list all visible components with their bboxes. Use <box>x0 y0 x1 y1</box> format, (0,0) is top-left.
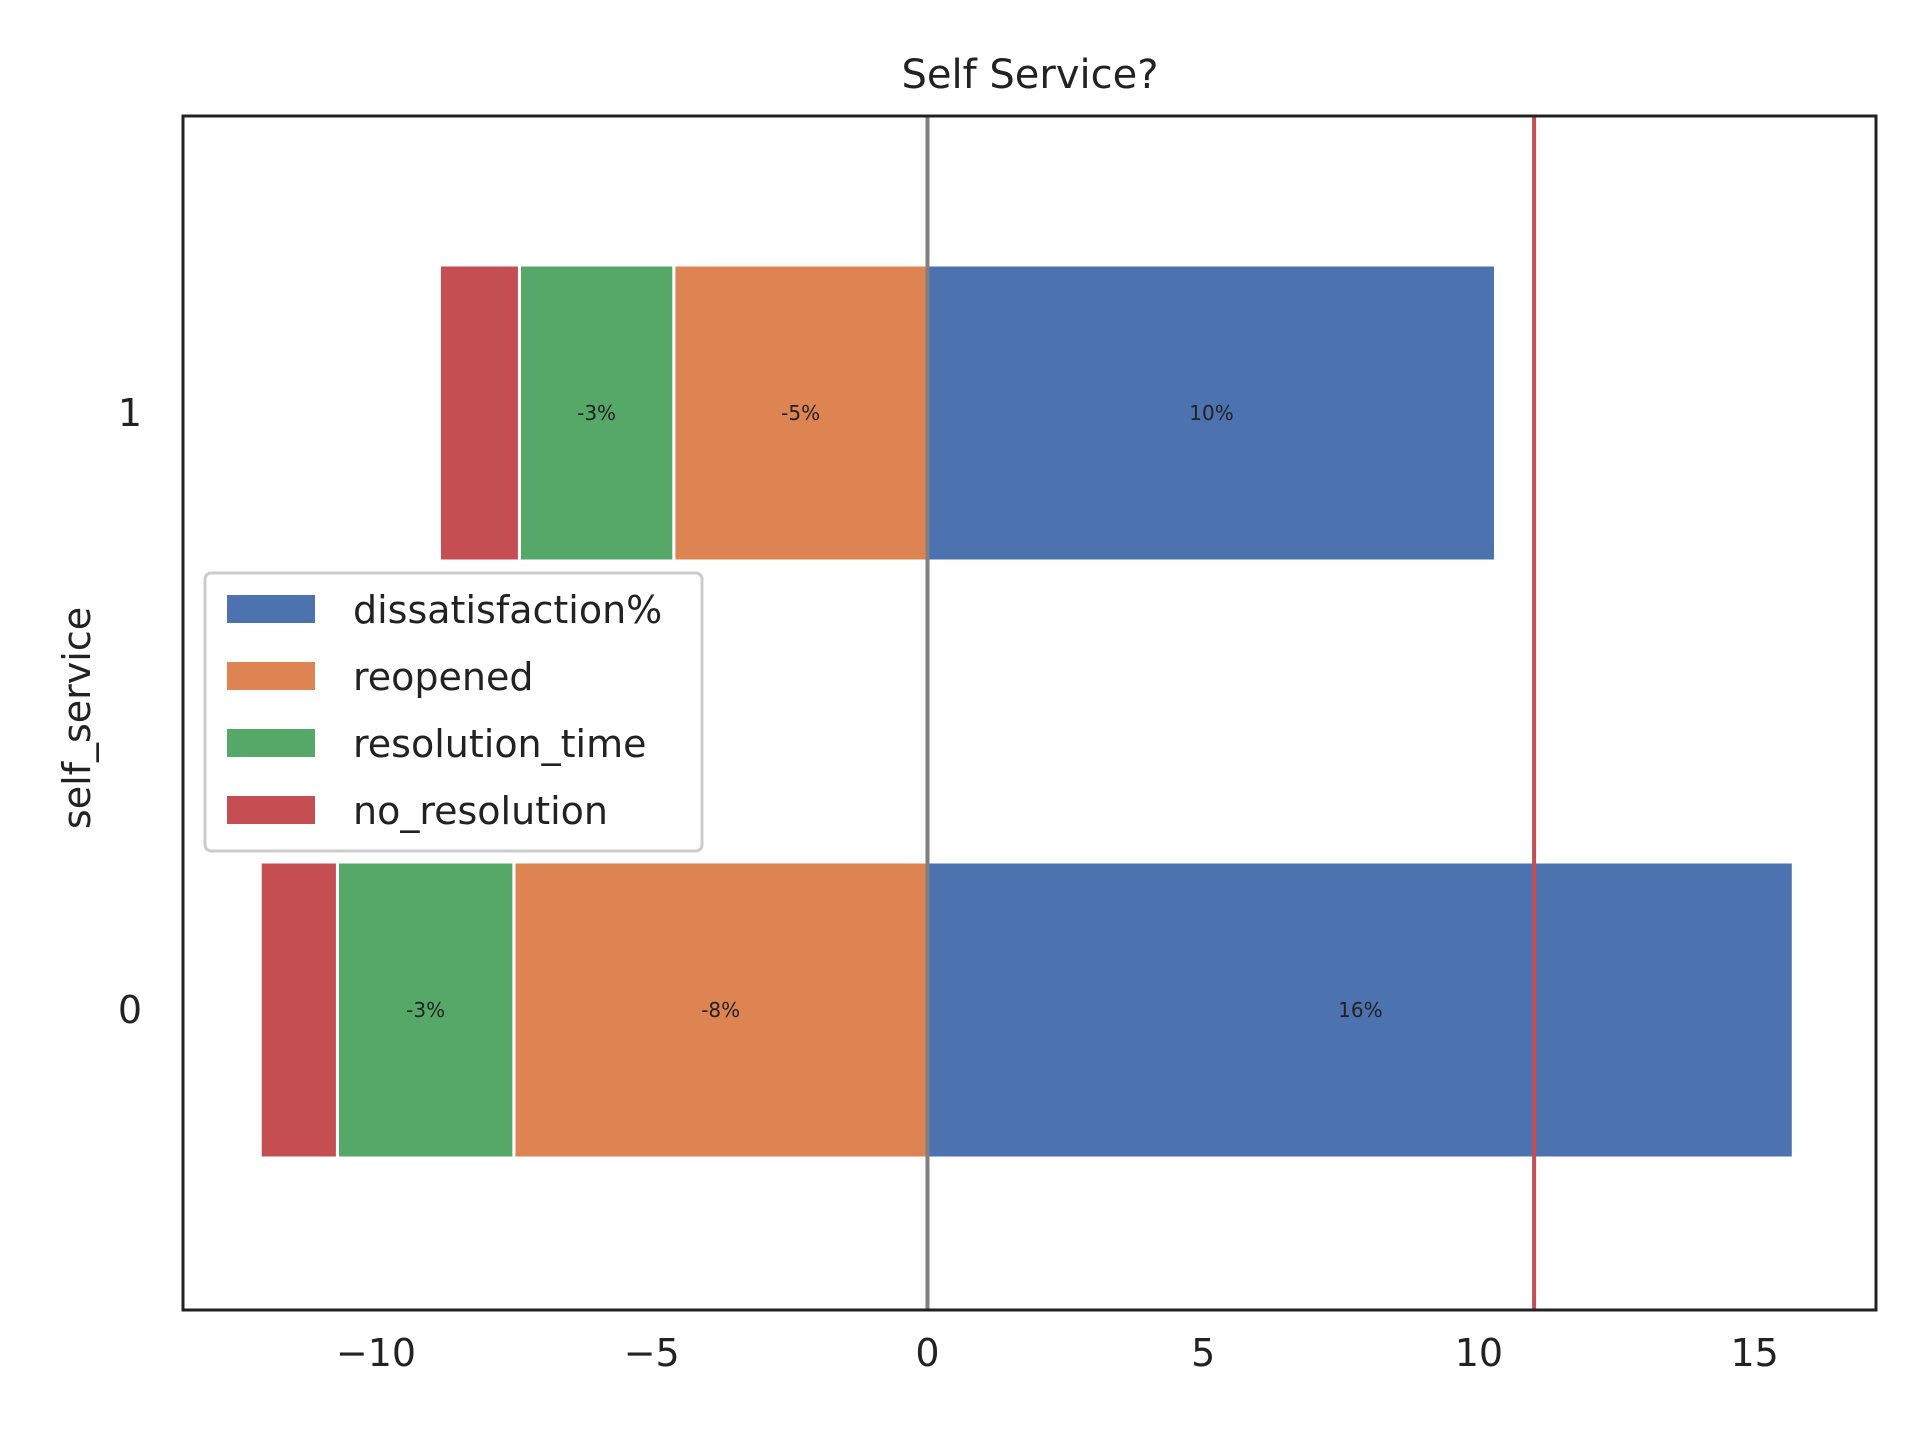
bar-reopened-0 <box>512 860 929 1160</box>
legend-swatch <box>227 662 315 690</box>
bar-no-resolution-0 <box>258 860 339 1160</box>
legend-entry-label: reopened <box>353 655 534 699</box>
legend-swatch <box>227 796 315 824</box>
bar-value-label: -8% <box>701 998 740 1022</box>
bar-value-label: -3% <box>406 998 445 1022</box>
bar-reopened-1 <box>672 263 929 563</box>
x-tick-label: −10 <box>336 1331 416 1375</box>
y-tick-label: 0 <box>118 988 142 1032</box>
plot-frame <box>181 114 1878 1312</box>
bar-no-resolution-1 <box>437 263 521 563</box>
x-tick-label: 5 <box>1191 1331 1215 1375</box>
x-tick-label: 15 <box>1730 1331 1778 1375</box>
legend-swatch <box>227 595 315 623</box>
bar-value-label: 10% <box>1189 401 1233 425</box>
bar-dissatisfaction-1 <box>925 263 1497 563</box>
bar-value-label: -3% <box>577 401 616 425</box>
bar-resolution-time-0 <box>335 860 516 1160</box>
chart-title: Self Service? <box>902 52 1159 98</box>
bar-dissatisfaction-0 <box>925 860 1795 1160</box>
legend-entry-label: no_resolution <box>353 789 608 833</box>
y-axis-label: self_service <box>55 607 99 829</box>
legend-entry-label: resolution_time <box>353 722 647 766</box>
x-tick-label: 10 <box>1455 1331 1503 1375</box>
bar-resolution-time-1 <box>517 263 676 563</box>
x-tick-label: 0 <box>915 1331 939 1375</box>
legend-entry-label: dissatisfaction% <box>353 588 662 632</box>
bar-value-label: 16% <box>1338 998 1382 1022</box>
legend-box <box>203 571 704 853</box>
y-tick-label: 1 <box>118 391 142 435</box>
x-tick-label: −5 <box>624 1331 680 1375</box>
legend-swatch <box>227 729 315 757</box>
bar-value-label: -5% <box>781 401 820 425</box>
plot-area: 10%-5%-3%16%-8%-3%−10 −5 0 5 10 1510dissatisf… <box>118 114 1878 1375</box>
